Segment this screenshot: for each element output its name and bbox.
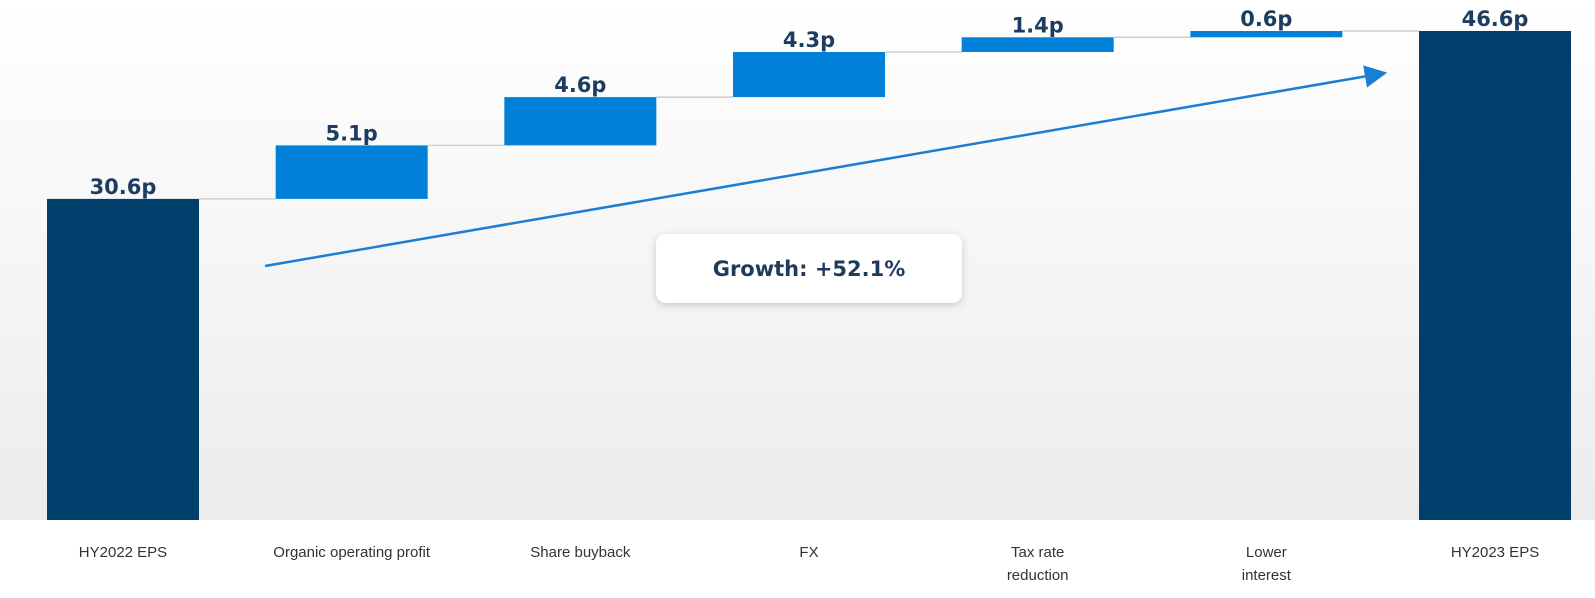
value-label: 30.6p (90, 175, 157, 199)
x-tick-label: HY2023 EPS (1451, 544, 1539, 561)
x-tick-label: Organic operating profit (273, 544, 431, 561)
value-label: 4.6p (554, 73, 606, 97)
x-tick-label: reduction (1007, 567, 1069, 584)
annotation-box (656, 234, 962, 303)
value-label: 0.6p (1240, 7, 1292, 31)
value-label: 5.1p (326, 121, 378, 145)
bar (504, 97, 657, 146)
value-label: 46.6p (1462, 7, 1529, 31)
bars: 30.6p HY2022 EPS 5.1p Organic operating pro… (47, 7, 1572, 584)
value-label: 1.4p (1012, 13, 1064, 37)
value-label: 4.3p (783, 28, 835, 52)
x-tick-label: Share buyback (530, 544, 631, 561)
x-tick-label: Tax rate (1011, 544, 1064, 561)
bar (733, 51, 886, 98)
bar (47, 198, 199, 520)
bar (961, 37, 1114, 52)
bar (1419, 31, 1572, 520)
x-tick-label: FX (799, 544, 818, 561)
x-tick-label: Lower (1246, 544, 1287, 561)
growth-arrow (264, 65, 1388, 268)
x-tick-label: interest (1242, 567, 1292, 584)
bar (275, 145, 428, 199)
bar (1190, 31, 1343, 38)
x-tick-label: HY2022 EPS (79, 544, 167, 561)
annotation: Growth: +52.1% (713, 257, 906, 281)
